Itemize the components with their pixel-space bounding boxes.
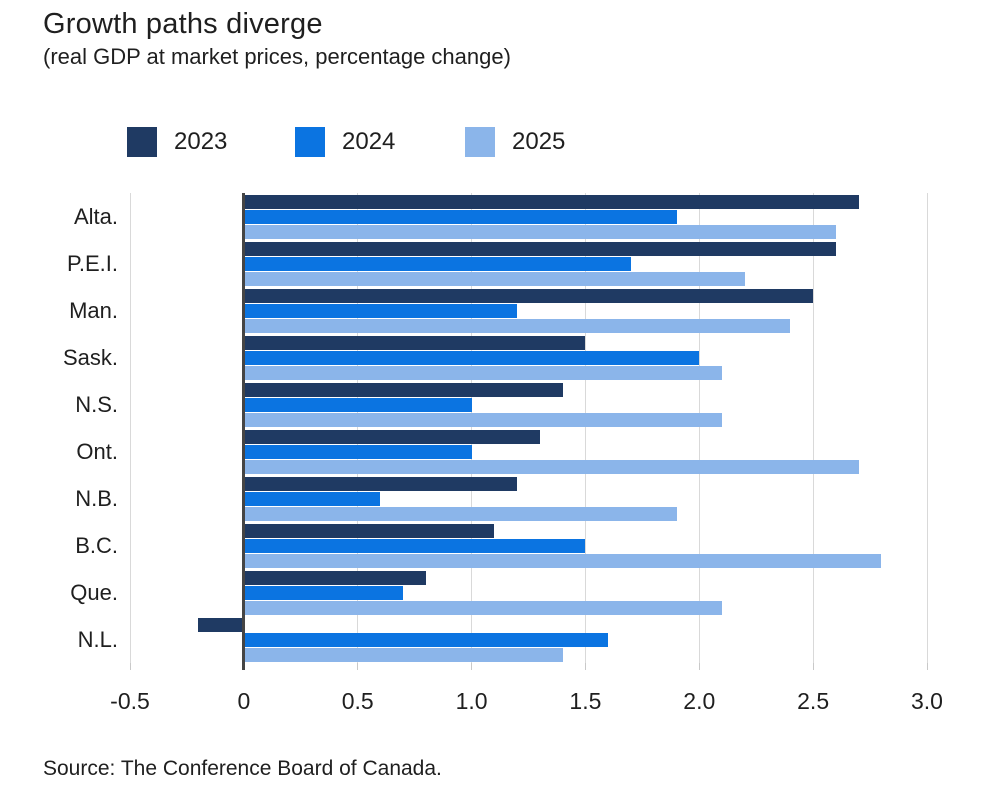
bar-nb-2025 (243, 507, 677, 521)
bar-nl-2025 (243, 648, 563, 662)
legend-label-2024: 2024 (342, 128, 396, 155)
axis-tick-2.0 (698, 663, 700, 670)
bar-que-2023 (243, 571, 426, 585)
x-axis-label-0: 0 (237, 688, 251, 714)
bar-pei-2025 (243, 272, 745, 286)
x-axis-label-3.0: 3.0 (911, 688, 943, 714)
bar-man-2025 (243, 319, 791, 333)
legend-label-2025: 2025 (512, 128, 566, 155)
gridline-x-1.5 (584, 193, 586, 663)
x-axis-label--0.5: -0.5 (110, 688, 150, 714)
bar-man-2023 (243, 289, 814, 303)
bar-ns-2024 (243, 398, 472, 412)
axis-tick-0.5 (357, 663, 359, 670)
axis-tick-1.0 (471, 663, 473, 670)
y-axis-label-bc: B.C. (75, 533, 118, 558)
axis-tick--0.5 (129, 663, 131, 670)
y-axis-label-ont: Ont. (76, 439, 118, 464)
y-axis-label-man: Man. (69, 298, 118, 323)
bar-bc-2023 (243, 524, 495, 538)
gridline-x-2.0 (698, 193, 700, 663)
bar-ont-2024 (243, 445, 472, 459)
legend-swatch-2024 (295, 127, 325, 157)
bar-nb-2023 (243, 477, 518, 491)
x-axis-label-2.0: 2.0 (683, 688, 716, 714)
chart-subtitle: (real GDP at market prices, percentage c… (43, 44, 511, 69)
bar-alta-2023 (243, 195, 859, 209)
legend-label-2023: 2023 (174, 128, 228, 155)
y-axis-label-pei: P.E.I. (67, 251, 118, 276)
x-axis-label-1.5: 1.5 (569, 688, 602, 714)
bar-bc-2024 (243, 539, 586, 553)
bar-nb-2024 (243, 492, 381, 506)
legend-swatch-2025 (465, 127, 495, 157)
x-axis-label-0.5: 0.5 (341, 688, 374, 714)
legend-item-2024: 2024 (295, 127, 395, 157)
bar-nl-2023 (198, 618, 244, 632)
y-axis-label-que: Que. (70, 580, 118, 605)
bar-que-2025 (243, 601, 723, 615)
bar-ns-2025 (243, 413, 723, 427)
bar-que-2024 (243, 586, 404, 600)
gridline-x--0.5 (129, 193, 131, 663)
zero-baseline (242, 193, 246, 670)
y-axis-label-alta: Alta. (73, 204, 118, 229)
gridline-x-2.5 (812, 193, 814, 663)
bar-sask-2025 (243, 366, 723, 380)
bar-chart-plot-area: -0.5 0 0.5 1.0 1.5 2.0 2.5 3.0 Alta. P.E.I. Man. Sa… (62, 193, 943, 714)
gridline-x-3.0 (926, 193, 928, 663)
x-axis-label-1.0: 1.0 (455, 688, 488, 714)
bar-alta-2024 (243, 210, 677, 224)
y-axis-label-ns: N.S. (75, 392, 118, 417)
gridline-x-0.5 (357, 193, 359, 663)
bar-bc-2025 (243, 554, 882, 568)
y-axis-label-sask: Sask. (62, 345, 118, 370)
bar-man-2024 (243, 304, 518, 318)
y-axis-label-nl: N.L. (77, 627, 118, 652)
axis-tick-2.5 (812, 663, 814, 670)
chart-legend: 2023 2024 2025 (0, 0, 1000, 157)
chart-title: Growth paths diverge (43, 8, 323, 40)
bar-pei-2023 (243, 242, 836, 256)
legend-swatch-2023 (127, 127, 157, 157)
bar-sask-2023 (243, 336, 586, 350)
x-axis-label-2.5: 2.5 (797, 688, 830, 714)
axis-tick-1.5 (584, 663, 586, 670)
bar-ont-2023 (243, 430, 540, 444)
axis-tick-3.0 (926, 663, 928, 670)
gridline-x-1.0 (471, 193, 473, 663)
bar-ns-2023 (243, 383, 563, 397)
bar-ont-2025 (243, 460, 859, 474)
legend-item-2025: 2025 (465, 127, 565, 157)
source-note: Source: The Conference Board of Canada. (43, 757, 442, 780)
bar-nl-2024 (243, 633, 609, 647)
legend-item-2023: 2023 (127, 127, 227, 157)
y-axis-label-nb: N.B. (75, 486, 118, 511)
bar-sask-2024 (243, 351, 700, 365)
bar-alta-2025 (243, 225, 836, 239)
bar-pei-2024 (243, 257, 631, 271)
